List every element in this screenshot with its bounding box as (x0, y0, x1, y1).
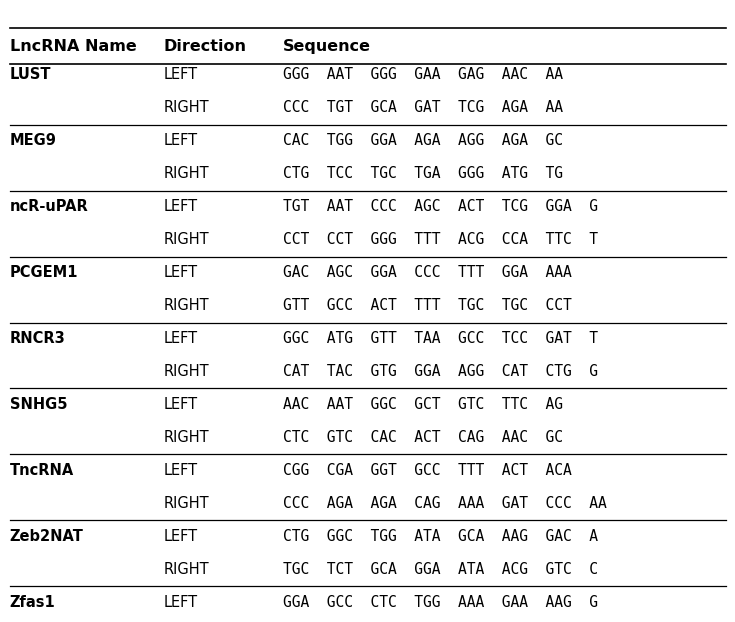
Text: LEFT: LEFT (163, 199, 197, 214)
Text: RIGHT: RIGHT (163, 298, 209, 313)
Text: Zfas1: Zfas1 (10, 595, 55, 610)
Text: Zeb2NAT: Zeb2NAT (10, 529, 84, 544)
Text: CGG  CGA  GGT  GCC  TTT  ACT  ACA: CGG CGA GGT GCC TTT ACT ACA (283, 463, 572, 478)
Text: LEFT: LEFT (163, 463, 197, 478)
Text: GTT  GCC  ACT  TTT  TGC  TGC  CCT: GTT GCC ACT TTT TGC TGC CCT (283, 298, 572, 313)
Text: LEFT: LEFT (163, 397, 197, 412)
Text: Sequence: Sequence (283, 39, 371, 54)
Text: LUST: LUST (10, 67, 51, 82)
Text: RIGHT: RIGHT (163, 100, 209, 115)
Text: RIGHT: RIGHT (163, 430, 209, 445)
Text: CCC  AGA  AGA  CAG  AAA  GAT  CCC  AA: CCC AGA AGA CAG AAA GAT CCC AA (283, 496, 606, 511)
Text: RIGHT: RIGHT (163, 562, 209, 577)
Text: GAC  AGC  GGA  CCC  TTT  GGA  AAA: GAC AGC GGA CCC TTT GGA AAA (283, 265, 572, 280)
Text: CTG  GGC  TGG  ATA  GCA  AAG  GAC  A: CTG GGC TGG ATA GCA AAG GAC A (283, 529, 598, 544)
Text: RIGHT: RIGHT (163, 232, 209, 247)
Text: Direction: Direction (163, 39, 246, 54)
Text: LEFT: LEFT (163, 133, 197, 148)
Text: LEFT: LEFT (163, 529, 197, 544)
Text: TGT  AAT  CCC  AGC  ACT  TCG  GGA  G: TGT AAT CCC AGC ACT TCG GGA G (283, 199, 598, 214)
Text: TncRNA: TncRNA (10, 463, 74, 478)
Text: GGG  AAT  GGG  GAA  GAG  AAC  AA: GGG AAT GGG GAA GAG AAC AA (283, 67, 563, 82)
Text: TGC  TCT  GCA  GGA  ATA  ACG  GTC  C: TGC TCT GCA GGA ATA ACG GTC C (283, 562, 598, 577)
Text: AAC  AAT  GGC  GCT  GTC  TTC  AG: AAC AAT GGC GCT GTC TTC AG (283, 397, 563, 412)
Text: CCT  CCT  GGG  TTT  ACG  CCA  TTC  T: CCT CCT GGG TTT ACG CCA TTC T (283, 232, 598, 247)
Text: LEFT: LEFT (163, 265, 197, 280)
Text: CTC  GTC  CAC  ACT  CAG  AAC  GC: CTC GTC CAC ACT CAG AAC GC (283, 430, 563, 445)
Text: LncRNA Name: LncRNA Name (10, 39, 136, 54)
Text: LEFT: LEFT (163, 595, 197, 610)
Text: PCGEM1: PCGEM1 (10, 265, 78, 280)
Text: RNCR3: RNCR3 (10, 331, 65, 346)
Text: CAT  TAC  GTG  GGA  AGG  CAT  CTG  G: CAT TAC GTG GGA AGG CAT CTG G (283, 364, 598, 379)
Text: MEG9: MEG9 (10, 133, 57, 148)
Text: SNHG5: SNHG5 (10, 397, 67, 412)
Text: GGA  GCC  CTC  TGG  AAA  GAA  AAG  G: GGA GCC CTC TGG AAA GAA AAG G (283, 595, 598, 610)
Text: CAC  TGG  GGA  AGA  AGG  AGA  GC: CAC TGG GGA AGA AGG AGA GC (283, 133, 563, 148)
Text: RIGHT: RIGHT (163, 364, 209, 379)
Text: CCC  TGT  GCA  GAT  TCG  AGA  AA: CCC TGT GCA GAT TCG AGA AA (283, 100, 563, 115)
Text: LEFT: LEFT (163, 67, 197, 82)
Text: ncR-uPAR: ncR-uPAR (10, 199, 88, 214)
Text: LEFT: LEFT (163, 331, 197, 346)
Text: GGC  ATG  GTT  TAA  GCC  TCC  GAT  T: GGC ATG GTT TAA GCC TCC GAT T (283, 331, 598, 346)
Text: RIGHT: RIGHT (163, 496, 209, 511)
Text: RIGHT: RIGHT (163, 166, 209, 181)
Text: CTG  TCC  TGC  TGA  GGG  ATG  TG: CTG TCC TGC TGA GGG ATG TG (283, 166, 563, 181)
